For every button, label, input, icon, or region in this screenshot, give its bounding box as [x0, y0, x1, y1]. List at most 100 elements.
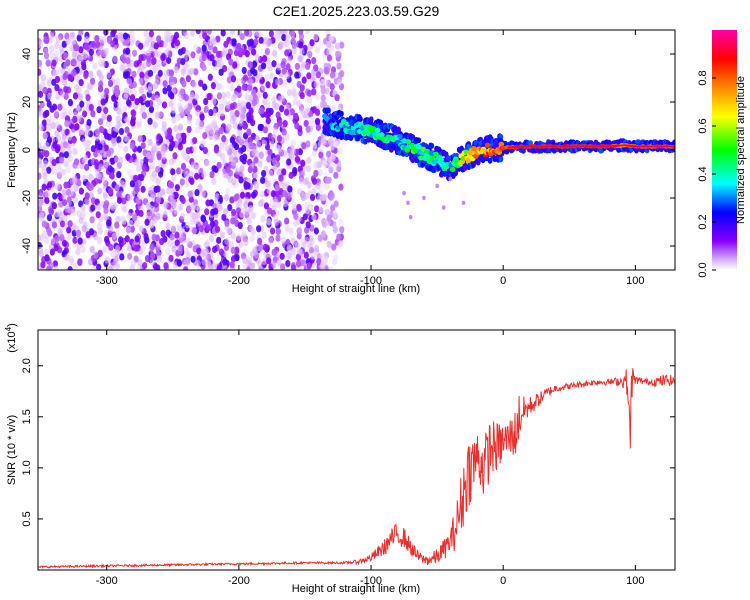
spectrogram-noise-cell [269, 198, 275, 207]
spectrogram-noise-cell [122, 205, 128, 213]
spectrogram-noise-cell [311, 177, 318, 185]
spectrogram-noise-cell [107, 165, 113, 173]
spectrogram-stray-point [408, 215, 413, 220]
spectrogram-noise-cell [235, 233, 242, 241]
spectrogram-noise-cell [38, 250, 44, 258]
spectrogram-noise-cell [241, 157, 247, 165]
spectrogram-stray-point [461, 200, 466, 205]
spectrogram-noise-cell [332, 209, 338, 218]
spectrogram-noise-cell [51, 202, 57, 210]
spectrogram-noise-cell [70, 58, 77, 66]
spectrogram-noise-cell [276, 259, 282, 267]
spectrogram-noise-cell [271, 261, 277, 269]
spectrogram-noise-cell [218, 248, 225, 256]
spectrogram-noise-cell [54, 75, 61, 84]
spectrogram-noise-cell [269, 140, 275, 148]
spectrogram-noise-cell [290, 237, 296, 245]
spectrogram-noise-cell [62, 79, 68, 87]
spectrogram-noise-cell [199, 113, 205, 121]
spectrogram-noise-cell [96, 203, 102, 211]
spectrogram-noise-cell [284, 49, 290, 57]
spectrogram-noise-cell [137, 259, 143, 267]
spectrogram-noise-cell [156, 176, 162, 184]
spectrogram-noise-cell [44, 254, 50, 262]
spectrogram-noise-cell [306, 262, 312, 270]
spectrogram-noise-cell [111, 232, 117, 240]
spectrogram-noise-cell [248, 141, 254, 149]
spectrogram-noise-cell [66, 206, 72, 214]
spectrogram-noise-cell [104, 87, 110, 95]
spectrogram-noise-cell [207, 73, 213, 81]
spectrogram-noise-cell [236, 30, 243, 38]
spectrogram-noise-cell [96, 106, 102, 114]
spectrogram-noise-cell [103, 206, 109, 215]
spectrogram-stray-point [402, 191, 406, 196]
spectrogram-noise-cell [307, 242, 313, 250]
spectrogram-noise-cell [189, 217, 196, 226]
spectrogram-noise-cell [282, 79, 288, 88]
spectrogram-noise-cell [135, 121, 142, 129]
spectrogram-noise-cell [311, 88, 317, 96]
spectrogram-noise-cell [134, 219, 140, 227]
spectrogram-noise-cell [168, 100, 174, 108]
spectrogram-noise-cell [57, 103, 63, 111]
spectrogram-noise-cell [196, 53, 202, 61]
spectrogram-noise-cell [242, 74, 249, 82]
spectrogram-noise-cell [322, 78, 328, 87]
spectrogram-noise-cell [44, 36, 50, 45]
spectrogram-ridge-core [438, 157, 444, 163]
spectrogram-noise-cell [221, 159, 227, 167]
spectrogram-noise-cell [101, 36, 108, 44]
spectrogram-noise-cell [205, 199, 211, 207]
spectrogram-noise-cell [163, 262, 169, 270]
spectrogram-noise-cell [131, 49, 138, 57]
spectrogram-noise-cell [293, 219, 299, 228]
spectrogram-noise-cell [44, 196, 50, 205]
spectrogram-noise-cell [258, 36, 264, 44]
spectrogram-noise-cell [149, 193, 156, 201]
spectrogram-noise-cell [219, 109, 225, 117]
spectrogram-noise-cell [96, 172, 102, 180]
spectrogram-ridge-halo [358, 116, 363, 123]
spectrogram-noise-cell [194, 172, 200, 180]
spectrogram-noise-cell [115, 77, 121, 85]
spectrogram-noise-cell [119, 64, 125, 73]
spectrogram-noise-cell [314, 205, 320, 213]
spectrogram-noise-cell [122, 32, 129, 40]
spectrogram-noise-cell [211, 177, 217, 186]
spectrogram-noise-cell [305, 165, 312, 173]
spectrogram-noise-cell [162, 80, 168, 88]
spectrogram-noise-cell [72, 115, 78, 124]
spectrogram-noise-cell [78, 216, 84, 224]
spectrogram-noise-cell [339, 226, 345, 234]
spectrogram-noise-cell [138, 77, 144, 85]
spectrogram-noise-cell [219, 142, 225, 150]
spectrogram-noise-cell [305, 30, 311, 35]
spectrogram-noise-cell [177, 244, 183, 252]
spectrogram-noise-cell [65, 188, 72, 197]
spectrogram-noise-cell [131, 70, 137, 78]
spectrogram-noise-cell [241, 145, 247, 153]
spectrogram-noise-cell [92, 62, 98, 70]
spectrogram-noise-cell [328, 34, 334, 42]
spectrogram-noise-cell [130, 109, 136, 117]
spectrogram-noise-cell [179, 88, 185, 96]
spectrogram-noise-cell [76, 34, 82, 42]
spectrogram-noise-cell [254, 135, 260, 143]
spectrogram-noise-cell [84, 197, 90, 205]
spectrogram-noise-cell [98, 163, 104, 171]
spectrogram-noise-cell [133, 244, 139, 252]
spectrogram-noise-cell [144, 39, 150, 48]
spectrogram-noise-cell [227, 175, 233, 184]
spectrogram-noise-cell [308, 110, 314, 118]
spectrogram-noise-cell [40, 80, 46, 88]
spectrogram-noise-cell [294, 62, 301, 70]
spectrogram-noise-cell [78, 46, 84, 54]
spectrogram-noise-cell [157, 69, 163, 77]
spectrogram-noise-cell [195, 30, 201, 35]
spectrogram-noise-cell [185, 258, 191, 266]
spectrogram-noise-cell [53, 110, 59, 118]
spectrogram-noise-cell [330, 152, 336, 160]
spectrogram-noise-cell [238, 135, 244, 143]
spectrogram-noise-cell [119, 253, 125, 261]
